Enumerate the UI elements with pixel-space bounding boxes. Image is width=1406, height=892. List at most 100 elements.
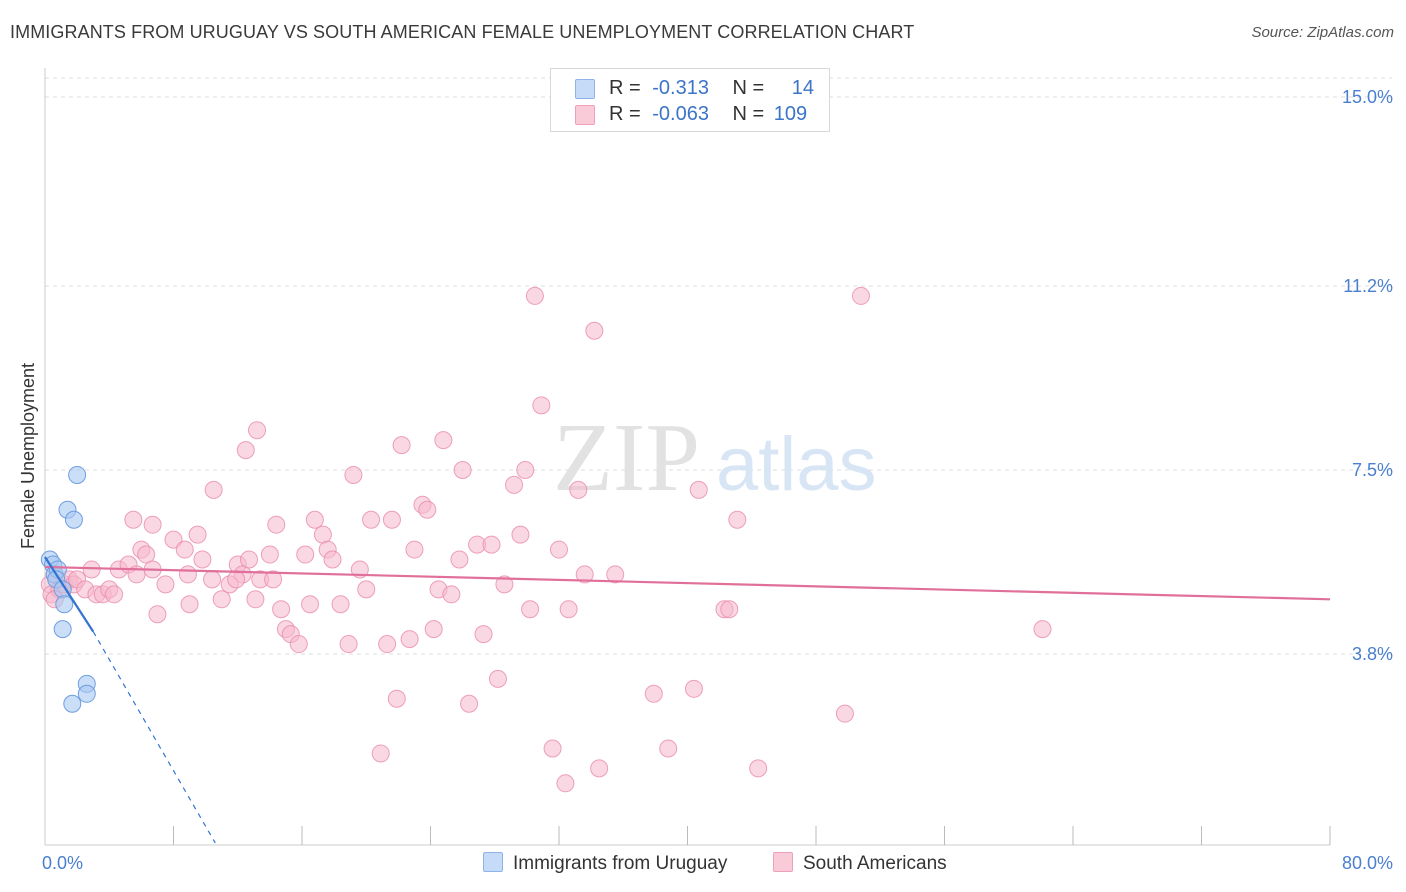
x-ticks — [173, 826, 1331, 845]
uruguay-point — [63, 694, 82, 713]
x-tick-labels: 0.0% 80.0% — [42, 853, 1393, 873]
south-americans-point — [689, 480, 708, 499]
south-americans-point — [357, 580, 376, 599]
south-americans-point — [453, 460, 472, 479]
south-americans-point — [248, 421, 267, 440]
south-americans-point — [323, 550, 342, 569]
south-americans-points — [40, 286, 1052, 793]
south-americans-point — [227, 570, 246, 589]
y-tick-label: 3.8% — [1352, 644, 1393, 664]
legend-n-label: N = — [732, 103, 765, 125]
uruguay-point — [55, 595, 74, 614]
uruguay-point — [77, 684, 96, 703]
south-americans-point — [482, 535, 501, 554]
south-americans-point — [543, 739, 562, 758]
bottom-legend-label-uruguay: Immigrants from Uruguay — [513, 853, 728, 874]
south-americans-point — [188, 525, 207, 544]
uruguay-trend-line — [44, 556, 95, 633]
south-americans-point — [505, 475, 524, 494]
x-tick-label-min: 0.0% — [42, 853, 83, 873]
south-americans-point — [105, 585, 124, 604]
south-americans-point — [267, 515, 286, 534]
legend-n-value-uruguay: 14 — [791, 77, 815, 99]
south-americans-point — [569, 480, 588, 499]
south-americans-point — [371, 744, 390, 763]
south-americans-point — [460, 694, 479, 713]
south-americans-point — [400, 630, 419, 649]
y-tick-label: 15.0% — [1342, 87, 1393, 107]
south-americans-point — [495, 575, 514, 594]
bottom-legend-south: South Americans — [773, 852, 947, 875]
south-americans-point — [684, 679, 703, 698]
south-americans-point — [488, 669, 507, 688]
south-americans-point — [272, 600, 291, 619]
south-americans-point — [313, 525, 332, 544]
south-americans-point — [644, 684, 663, 703]
south-americans-point — [301, 595, 320, 614]
source-label: Source: ZipAtlas.com — [1251, 24, 1394, 41]
legend-r-value-uruguay: -0.313 — [652, 77, 709, 99]
legend-n-value-south: 109 — [773, 103, 808, 125]
legend-swatch-south — [575, 105, 595, 125]
y-tick-label: 7.5% — [1352, 460, 1393, 480]
legend-swatch-uruguay — [575, 79, 595, 99]
south-americans-point — [835, 704, 854, 723]
legend-r-label: R = — [609, 103, 641, 125]
south-americans-point — [559, 600, 578, 619]
south-americans-point — [296, 545, 315, 564]
south-americans-point — [1033, 620, 1052, 639]
legend-text-uruguay: R = -0.313 N = 14 — [609, 77, 814, 100]
south-americans-point — [720, 600, 739, 619]
south-americans-point — [180, 595, 199, 614]
y-axis-label: Female Unemployment — [18, 363, 38, 549]
south-americans-point — [156, 575, 175, 594]
south-americans-point — [424, 620, 443, 639]
bottom-legend-uruguay: Immigrants from Uruguay — [483, 852, 727, 875]
uruguay-point — [68, 465, 87, 484]
south-americans-point — [305, 510, 324, 529]
y-tick-label: 11.2% — [1343, 276, 1393, 296]
south-americans-point — [521, 600, 540, 619]
south-americans-point — [178, 565, 197, 584]
south-americans-point — [82, 560, 101, 579]
south-americans-point — [175, 540, 194, 559]
south-americans-point — [474, 625, 493, 644]
south-americans-point — [212, 590, 231, 609]
south-americans-point — [659, 739, 678, 758]
south-americans-point — [239, 550, 258, 569]
south-americans-point — [511, 525, 530, 544]
trend-lines — [44, 556, 1331, 844]
watermark: ZIP atlas — [553, 404, 877, 512]
legend-r-value-south: -0.063 — [652, 103, 709, 125]
south-americans-point — [525, 286, 544, 305]
south-americans-point — [164, 530, 183, 549]
south-americans-point — [728, 510, 747, 529]
south-americans-point — [331, 595, 350, 614]
y-tick-labels: 3.8% 7.5% 11.2% 15.0% — [1342, 87, 1393, 664]
chart-title: IMMIGRANTS FROM URUGUAY VS SOUTH AMERICA… — [10, 22, 915, 42]
south-americans-point — [532, 396, 551, 415]
south-americans-point — [434, 431, 453, 450]
south-americans-point — [148, 605, 167, 624]
legend-n-label: N = — [732, 77, 765, 99]
south-americans-point — [137, 545, 156, 564]
south-americans-point — [405, 540, 424, 559]
south-americans-point — [203, 570, 222, 589]
south-americans-point — [387, 689, 406, 708]
south-americans-point — [362, 510, 381, 529]
south-americans-trend-line — [44, 565, 1331, 601]
south-americans-point — [382, 510, 401, 529]
south-americans-point — [550, 540, 568, 559]
south-americans-point — [851, 286, 870, 305]
south-americans-point — [246, 590, 265, 609]
south-americans-point — [590, 759, 609, 778]
legend-r-label: R = — [609, 77, 641, 99]
south-americans-point — [339, 635, 358, 654]
south-americans-point — [392, 436, 411, 455]
bottom-legend-swatch-uruguay — [483, 852, 503, 872]
south-americans-point — [260, 545, 279, 564]
correlation-legend: R = -0.313 N = 14 R = -0.063 N = 109 — [550, 68, 830, 132]
south-americans-point — [236, 441, 255, 460]
south-americans-point — [143, 515, 162, 534]
